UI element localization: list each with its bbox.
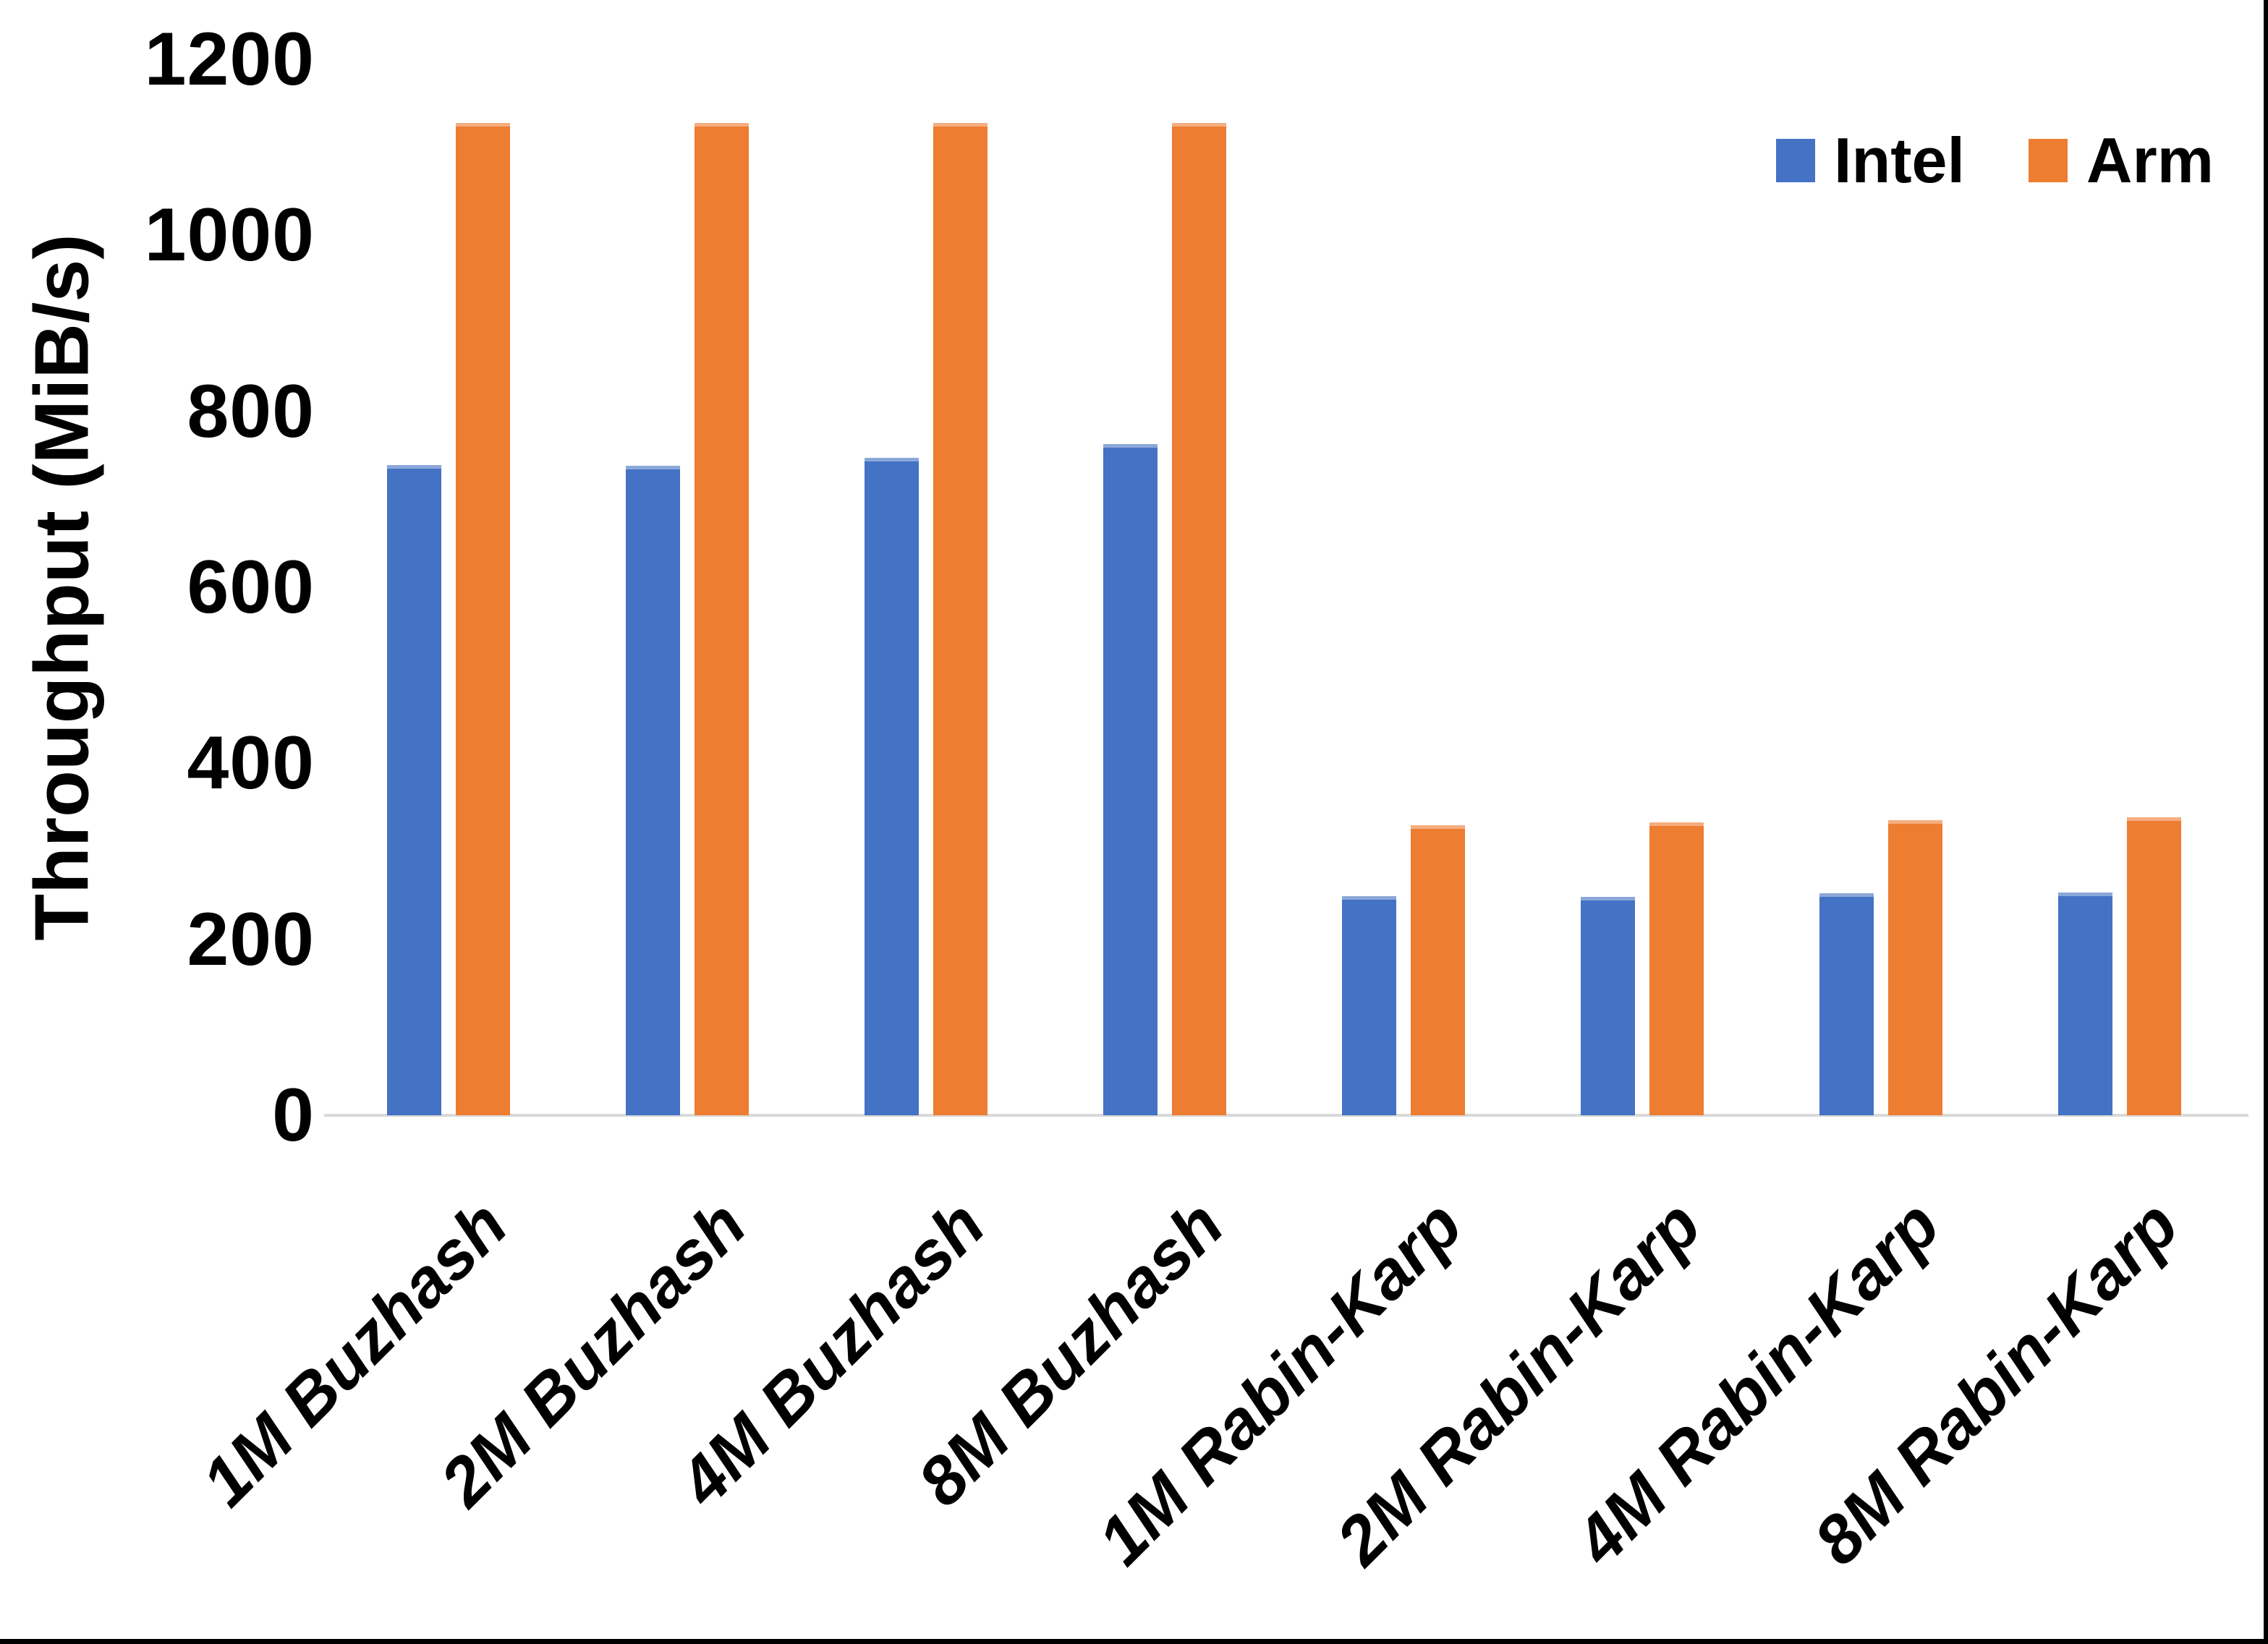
legend-swatch-intel-icon <box>1776 139 1815 182</box>
legend-swatch-arm-icon <box>2028 139 2068 182</box>
bar-arm-2m-buzhash <box>695 122 749 1115</box>
bar-intel-2m-rabin-karp <box>1581 897 1635 1115</box>
bar-arm-4m-buzhash <box>933 122 988 1115</box>
bar-arm-8m-buzhash <box>1172 122 1226 1115</box>
y-tick-label-400: 400 <box>187 721 315 806</box>
bar-arm-1m-buzhash <box>456 122 510 1115</box>
bar-arm-1m-rabin-karp <box>1411 825 1465 1115</box>
y-tick-label-1200: 1200 <box>144 17 315 101</box>
bar-group-1m-buzhash <box>329 59 568 1115</box>
y-tick-label-1000: 1000 <box>144 193 315 278</box>
legend-label-intel: Intel <box>1834 124 1965 196</box>
bar-arm-8m-rabin-karp <box>2127 817 2181 1115</box>
y-tick-label-600: 600 <box>187 545 315 629</box>
y-tick-label-800: 800 <box>187 369 315 453</box>
legend-item-arm: Arm <box>2028 124 2214 196</box>
bar-group-8m-buzhash <box>1045 59 1284 1115</box>
bar-intel-8m-buzhash <box>1103 443 1158 1115</box>
legend: Intel Arm <box>1776 129 2214 192</box>
bar-intel-4m-rabin-karp <box>1819 893 1874 1115</box>
bar-group-8m-rabin-karp <box>2000 59 2239 1115</box>
y-tick-label-200: 200 <box>187 897 315 981</box>
bar-group-4m-rabin-karp <box>1762 59 2000 1115</box>
y-tick-label-0: 0 <box>272 1073 315 1157</box>
bar-groups <box>329 59 2239 1115</box>
bar-intel-1m-buzhash <box>387 464 441 1115</box>
bar-intel-4m-buzhash <box>865 458 919 1115</box>
bar-arm-2m-rabin-karp <box>1649 822 1704 1115</box>
bar-intel-2m-buzhash <box>626 466 680 1115</box>
bar-arm-4m-rabin-karp <box>1888 820 1942 1115</box>
bar-intel-8m-rabin-karp <box>2058 893 2112 1115</box>
bar-group-1m-rabin-karp <box>1284 59 1523 1115</box>
bar-group-2m-buzhash <box>568 59 807 1115</box>
x-axis-line <box>324 1114 2248 1117</box>
legend-item-intel: Intel <box>1776 129 1965 192</box>
bar-group-4m-buzhash <box>807 59 1045 1115</box>
legend-label-arm: Arm <box>2086 124 2214 196</box>
bar-group-2m-rabin-karp <box>1523 59 1762 1115</box>
bar-intel-1m-rabin-karp <box>1342 896 1396 1115</box>
